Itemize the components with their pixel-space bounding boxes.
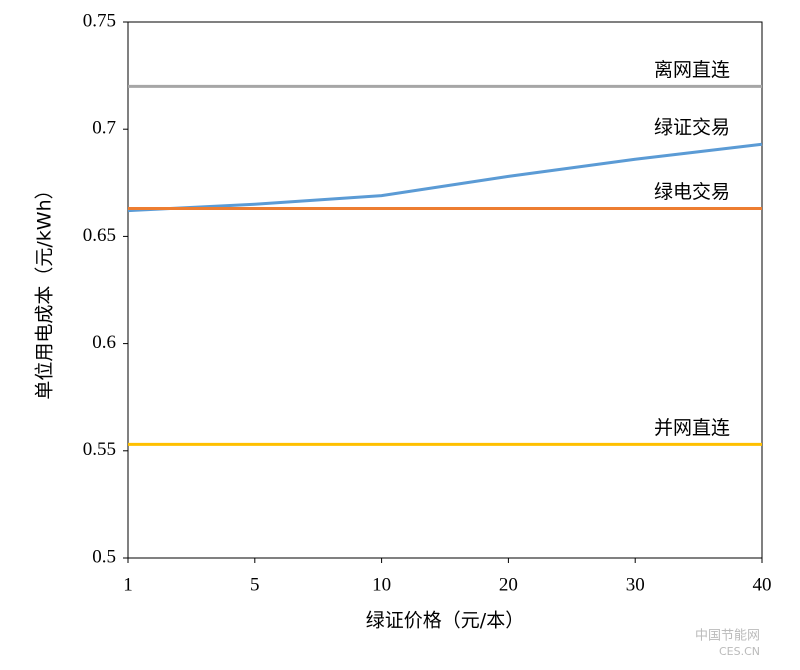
- watermark: 中国节能网: [695, 629, 760, 644]
- y-tick-label: 0.55: [83, 439, 116, 460]
- series-label: 并网直连: [654, 417, 730, 439]
- y-tick-label: 0.7: [92, 118, 116, 139]
- y-tick-label: 0.6: [92, 332, 116, 353]
- series-label: 离网直连: [654, 59, 730, 81]
- x-tick-label: 30: [626, 574, 645, 595]
- x-tick-label: 10: [372, 574, 391, 595]
- x-tick-label: 20: [499, 574, 518, 595]
- series-label: 绿电交易: [654, 181, 730, 203]
- series-line: [127, 142, 763, 213]
- watermark-sub: CES.CN: [719, 645, 760, 658]
- y-tick-label: 0.65: [83, 225, 116, 246]
- y-tick-label: 0.75: [83, 10, 116, 31]
- plot-frame: [127, 21, 763, 559]
- x-tick-label: 5: [250, 574, 260, 595]
- y-tick-label: 0.5: [92, 546, 116, 567]
- x-tick-label: 1: [123, 574, 133, 595]
- x-axis-title: 绿证价格（元/本）: [366, 610, 524, 632]
- x-tick-label: 40: [753, 574, 772, 595]
- series-label: 绿证交易: [654, 117, 730, 139]
- y-axis-title: 单位用电成本（元/kWh）: [34, 180, 56, 399]
